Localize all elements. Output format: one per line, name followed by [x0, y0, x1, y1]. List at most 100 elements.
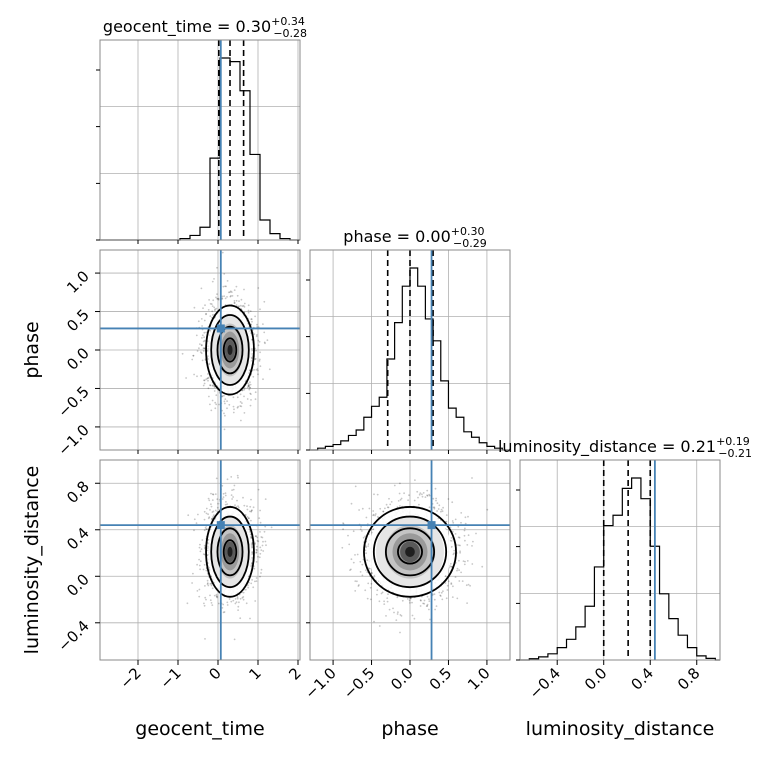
- sample-point: [418, 493, 421, 496]
- x-tick-label: −1.0: [301, 664, 339, 702]
- sample-point: [195, 522, 198, 524]
- sample-point: [406, 598, 409, 600]
- sample-point: [257, 488, 260, 491]
- sample-point: [209, 315, 212, 317]
- sample-point: [467, 534, 470, 537]
- contour-line: [205, 506, 255, 598]
- sample-point: [243, 388, 246, 391]
- sample-point: [436, 510, 438, 512]
- sample-point: [419, 492, 422, 494]
- sample-point: [203, 563, 206, 566]
- sample-point: [201, 334, 204, 337]
- sample-point: [426, 605, 429, 607]
- sample-point: [249, 381, 251, 384]
- sample-point: [251, 509, 253, 512]
- sample-point: [253, 333, 256, 335]
- sample-point: [464, 560, 466, 563]
- sample-point: [447, 580, 450, 583]
- sample-point: [428, 598, 430, 600]
- sample-point: [243, 504, 246, 507]
- sample-point: [203, 347, 206, 350]
- sample-point: [224, 285, 227, 288]
- sample-point: [352, 561, 355, 564]
- sample-point: [200, 287, 203, 290]
- panel-title-geocent_time: geocent_time = 0.30+0.34 −0.28: [103, 15, 307, 40]
- sample-point: [226, 400, 229, 402]
- sample-point: [199, 568, 202, 571]
- contour-line: [210, 314, 250, 386]
- sample-point: [361, 507, 364, 510]
- sample-point: [250, 519, 252, 522]
- sample-point: [242, 598, 245, 601]
- sample-point: [207, 309, 210, 311]
- sample-point: [213, 390, 216, 392]
- sample-point: [250, 564, 253, 566]
- sample-point: [237, 609, 240, 611]
- sample-point: [209, 594, 211, 597]
- sample-point: [236, 474, 239, 477]
- sample-point: [258, 556, 261, 559]
- sample-point: [243, 395, 245, 398]
- sample-point: [398, 492, 401, 495]
- sample-point: [215, 394, 218, 397]
- sample-point: [200, 352, 203, 355]
- sample-point: [419, 599, 422, 601]
- sample-point: [256, 545, 258, 548]
- sample-point: [217, 297, 220, 300]
- sample-point: [226, 280, 229, 282]
- sample-point: [240, 405, 243, 408]
- sample-point: [266, 339, 269, 342]
- sample-point: [196, 350, 199, 352]
- y-axis-label-luminosity_distance: luminosity_distance: [21, 466, 43, 655]
- sample-point: [408, 494, 410, 497]
- sample-point: [361, 530, 363, 532]
- sample-point: [452, 585, 454, 588]
- sample-point: [223, 394, 225, 397]
- sample-point: [242, 596, 245, 598]
- sample-point: [212, 510, 215, 513]
- sample-point: [212, 299, 215, 302]
- sample-point: [374, 514, 376, 517]
- y-tick-label: −0.5: [54, 383, 92, 421]
- sample-point: [486, 508, 489, 511]
- sample-point: [207, 542, 210, 545]
- sample-point: [236, 597, 239, 600]
- sample-point: [373, 620, 375, 623]
- sample-point: [401, 599, 404, 602]
- sample-point: [250, 536, 253, 539]
- sample-point: [239, 304, 242, 307]
- sample-point: [254, 315, 256, 318]
- sample-point: [260, 536, 263, 538]
- y-tick-label: 1.0: [63, 267, 93, 297]
- sample-point: [254, 398, 257, 401]
- density-shade: [227, 546, 233, 557]
- sample-point: [216, 293, 218, 295]
- sample-point: [203, 510, 206, 513]
- histogram-phase: [310, 267, 510, 451]
- sample-point: [365, 516, 368, 519]
- sample-point: [199, 550, 202, 553]
- sample-point: [256, 334, 258, 336]
- sample-point: [454, 533, 457, 535]
- panel-frame: [519, 459, 721, 661]
- histogram-luminosity_distance: [520, 477, 720, 661]
- sample-point: [196, 563, 199, 566]
- y-tick-label: 0.5: [63, 306, 93, 336]
- sample-point: [237, 505, 239, 508]
- contour-line: [222, 337, 238, 363]
- sample-point: [471, 545, 473, 547]
- sample-point: [209, 384, 212, 387]
- sample-point: [256, 369, 259, 372]
- sample-point: [255, 535, 257, 538]
- sample-point: [376, 589, 379, 592]
- sample-point: [268, 368, 271, 371]
- sample-point: [208, 395, 210, 398]
- sample-point: [360, 525, 362, 528]
- sample-point: [222, 611, 225, 614]
- sample-point: [215, 593, 218, 596]
- sample-point: [212, 314, 214, 316]
- sample-point: [210, 584, 213, 587]
- sample-point: [215, 307, 218, 310]
- sample-point: [204, 596, 207, 599]
- sample-point: [364, 545, 367, 547]
